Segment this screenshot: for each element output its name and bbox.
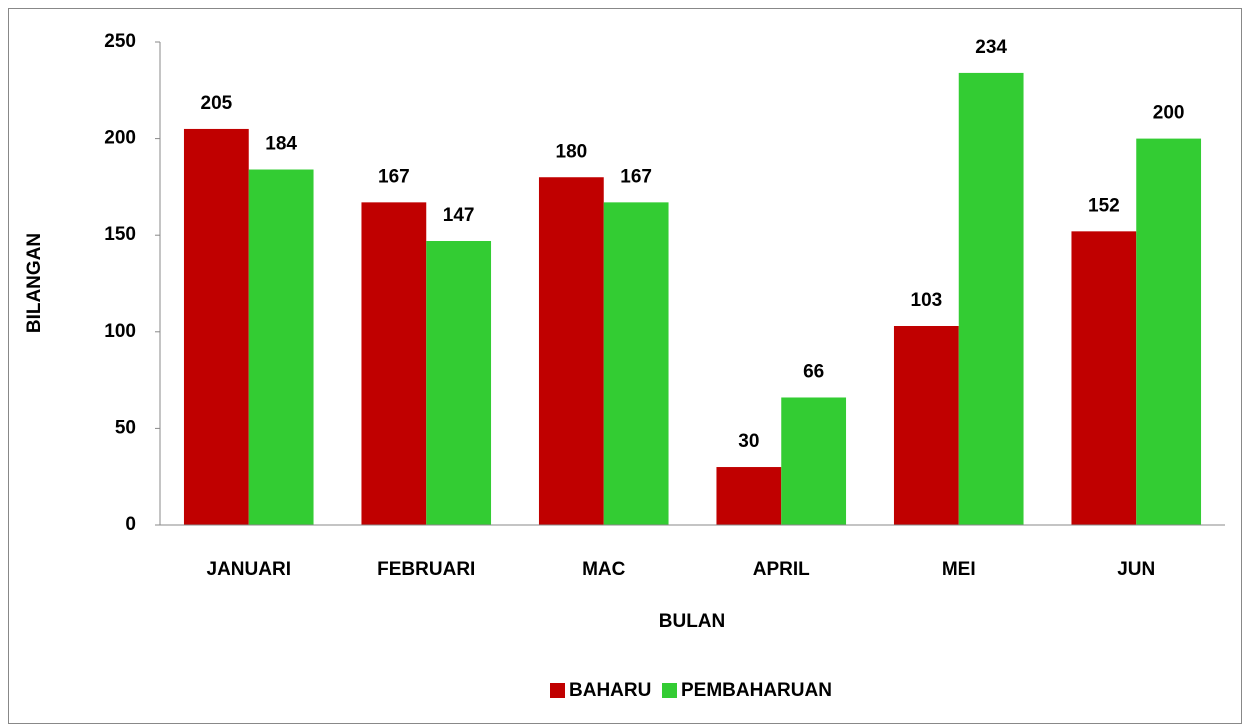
bar [426,240,492,525]
y-tick-label: 200 [104,128,136,149]
bar [781,397,847,525]
bar [893,326,959,525]
x-tick-label: MAC [582,559,626,580]
legend-swatch [550,683,565,698]
y-tick-label: 250 [104,31,136,52]
data-label: 205 [201,93,233,114]
data-label: 180 [556,141,588,162]
data-label: 103 [911,290,943,311]
legend-label: PEMBAHARUAN [681,680,832,701]
bar [958,72,1024,526]
x-tick-label: JUN [1117,559,1155,580]
x-tick-label: FEBRUARI [377,559,475,580]
data-label: 200 [1153,103,1185,124]
y-tick-label: 100 [104,321,136,342]
data-label: 234 [975,37,1007,58]
data-label: 30 [738,431,759,452]
x-tick-label: APRIL [753,559,810,580]
bar [361,202,427,525]
data-label: 147 [443,205,475,226]
bar [603,202,669,525]
y-axis-title: BILANGAN [24,233,45,333]
data-label: 167 [620,166,652,187]
bar [538,177,604,526]
bar [1071,231,1137,525]
legend-label: BAHARU [569,680,651,701]
x-tick-label: MEI [942,559,976,580]
bar [1136,138,1202,525]
bar [183,128,249,525]
y-tick-label: 0 [125,514,136,535]
data-label: 184 [265,134,297,155]
data-label: 152 [1088,195,1120,216]
data-label: 167 [378,166,410,187]
x-tick-label: JANUARI [207,559,291,580]
y-tick-label: 50 [115,417,136,438]
legend-swatch [662,683,677,698]
bar [248,169,314,525]
bar [716,467,782,525]
x-axis-title: BULAN [659,611,726,632]
y-tick-label: 150 [104,224,136,245]
data-label: 66 [803,362,824,383]
